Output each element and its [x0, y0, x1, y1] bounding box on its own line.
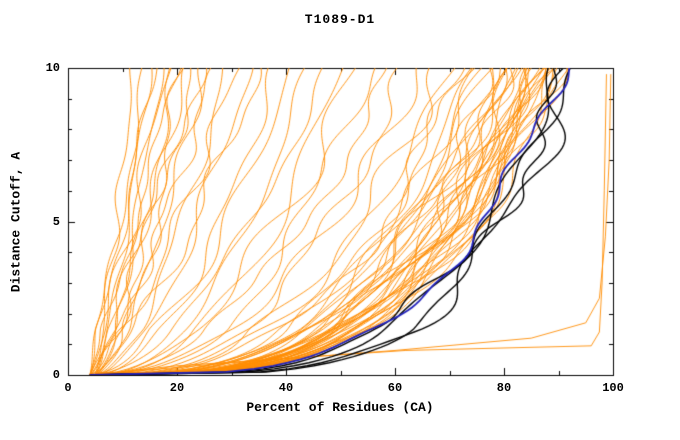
y-axis-label: Distance Cutoff, A — [8, 151, 24, 293]
x-tick-label: 60 — [387, 381, 403, 395]
x-axis-label: Percent of Residues (CA) — [246, 400, 434, 415]
x-tick-label: 20 — [169, 381, 185, 395]
y-tick-label: 5 — [52, 214, 60, 229]
x-tick-label: 40 — [278, 381, 294, 395]
y-tick-label: 0 — [52, 368, 60, 382]
chart-title: T1089-D1 — [304, 12, 376, 27]
y-tick-label: 10 — [45, 61, 60, 75]
x-tick-label: 80 — [496, 381, 512, 395]
x-tick-label: 0 — [64, 381, 72, 395]
x-tick-label: 100 — [602, 381, 624, 395]
